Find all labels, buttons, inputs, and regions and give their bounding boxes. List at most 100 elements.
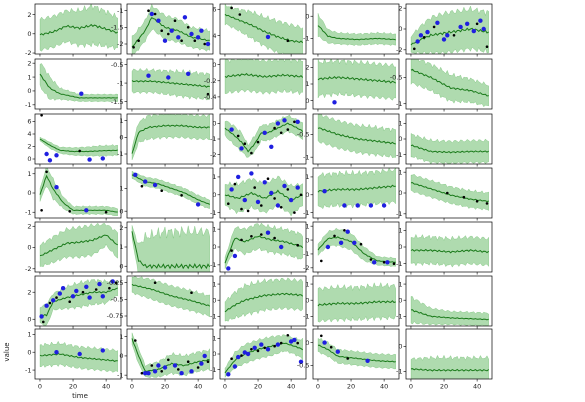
observed-point [206,92,210,96]
observed-point [286,39,290,43]
highlight-point [195,35,201,40]
y-tick-label: -0.5 [297,362,310,370]
plot-area [131,225,211,272]
subplot-r3-c3: -1 0 1 [303,167,400,221]
highlight-point [288,197,294,203]
y-tick-label: 1 [212,280,216,288]
observed-point [253,186,256,189]
y-tick-label: 6 [27,118,31,126]
uncertainty-band [317,282,396,323]
subplot-r3-c4: -1 0 1 [396,167,493,221]
observed-point [160,189,163,192]
x-tick-label: 40 [473,383,481,391]
observed-point [230,6,233,10]
mean-line [39,174,118,213]
y-tick-label: 0 [398,343,402,351]
highlight-point [242,350,247,355]
highlight-point [143,179,148,184]
uncertainty-band [410,133,489,164]
highlight-point [332,100,337,105]
y-tick-label: -0.2 [204,77,217,85]
highlight-point [342,203,347,208]
mean-line [39,234,118,257]
subplot-r0-c2: 46 [212,3,307,57]
subplot-r1-c4: -1 -0.5 [390,58,493,112]
highlight-point [44,303,49,308]
observed-point [147,9,150,12]
highlight-point [44,151,49,157]
highlight-point [172,363,178,368]
plot-area [317,282,396,323]
subplot-frame [405,275,493,327]
observed-point [475,22,479,26]
y-tick-label: -0.5 [111,61,124,69]
highlight-point [146,371,151,376]
plot-area [410,233,490,268]
observed-point [114,281,118,285]
highlight-point [372,260,377,265]
x-tick-label: 40 [380,383,388,391]
mean-line [410,144,489,154]
highlight-point [355,203,360,208]
highlight-point [169,28,174,33]
observed-point [293,211,296,214]
subplot-r2-c2: -2 -1 0 [210,113,307,167]
uncertainty-band [131,67,210,101]
observed-point [55,296,58,299]
highlight-point [269,144,274,149]
mean-line [317,76,396,84]
plot-area [39,63,118,103]
x-tick-label: 20 [161,383,169,391]
y-axis-label: value [3,342,11,361]
y-tick-label: -1 [303,153,309,161]
y-tick-label: -0.75 [107,312,124,320]
observed-point [48,301,52,305]
observed-point [190,291,193,295]
uncertainty-band [224,222,303,269]
observed-point [485,45,489,48]
highlight-point [57,291,62,296]
plot-area [39,340,118,373]
y-tick-label: 2 [398,4,402,12]
mean-line [224,72,304,79]
uncertainty-band [410,174,489,211]
observed-point [296,243,300,247]
subplot-frame [405,328,493,380]
uncertainty-band [131,332,210,378]
observed-point [446,191,449,195]
highlight-point [100,348,106,353]
y-tick-label: -1 [396,151,402,159]
plot-area [131,4,211,54]
subplot-r2-c4: -1 0 1 [396,113,493,167]
highlight-point [51,298,56,303]
observed-point [134,339,137,342]
observed-point [153,281,157,285]
observed-point [137,39,140,42]
observed-point [273,126,276,130]
mean-line [39,352,118,362]
y-tick-label: 0 [305,339,309,347]
uncertainty-band [410,354,489,379]
y-tick-label: -1 [210,313,216,321]
mean-line [317,184,396,193]
highlight-point [47,158,53,163]
subplot-r5-c1: -0.75 -0.5 -0.25 [107,275,214,329]
subplot-r6-c3: -0.5 0 0 20 40 [297,328,400,391]
highlight-point [110,279,115,284]
observed-point [452,34,456,37]
y-tick-label: 0 [27,155,31,163]
uncertainty-band [39,222,118,268]
subplot-frame [126,328,214,380]
observed-point [227,202,230,205]
highlight-point [295,185,300,190]
subplot-frame [34,3,122,55]
y-tick-label: -0.5 [297,131,310,139]
observed-point [230,357,233,361]
subplot-r4-c1: 0 1 2 [119,221,214,275]
highlight-point [176,35,181,40]
highlight-point [288,339,294,344]
highlight-point [156,363,161,368]
highlight-point [74,288,79,294]
uncertainty-band [39,136,118,157]
x-tick-label: 40 [102,383,110,391]
